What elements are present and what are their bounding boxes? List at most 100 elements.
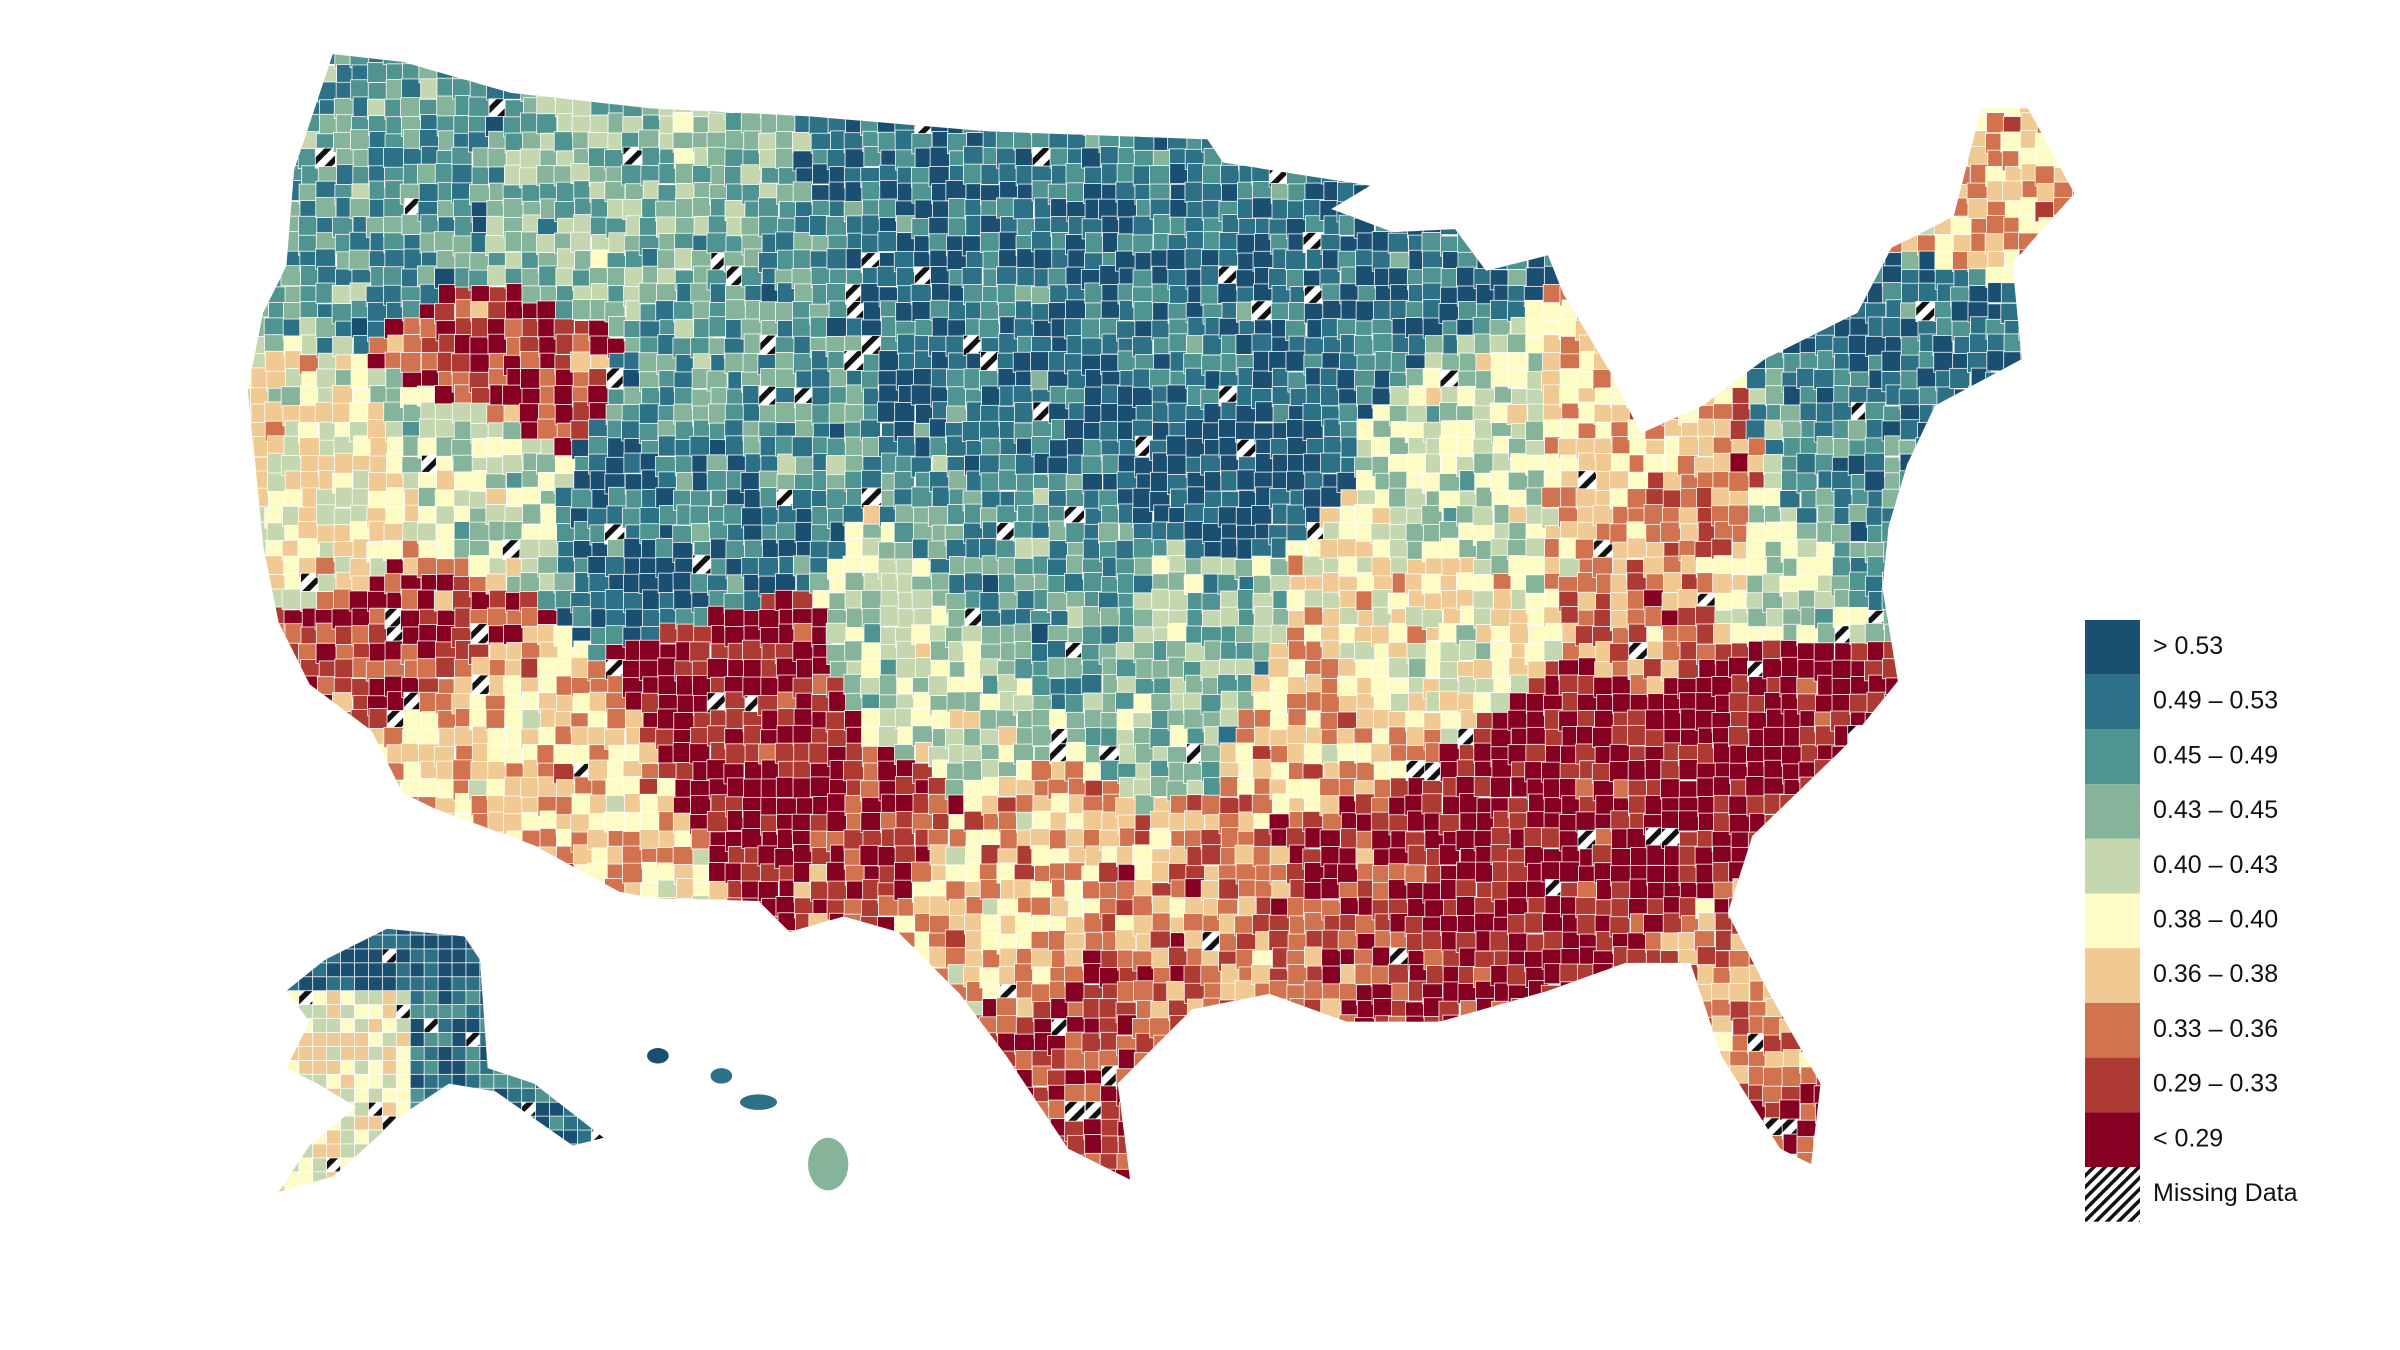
county [486, 983, 508, 1005]
county [1253, 1068, 1275, 1090]
county [861, 335, 882, 357]
county [690, 1186, 710, 1206]
county [1336, 95, 1358, 117]
county [521, 915, 543, 937]
county [336, 848, 358, 870]
county [1286, 1084, 1308, 1106]
county [1322, 133, 1344, 154]
county [638, 1137, 660, 1159]
county [674, 933, 696, 955]
county [1438, 1171, 1460, 1180]
county [964, 572, 986, 594]
county [469, 521, 491, 543]
county [250, 847, 272, 869]
county [1321, 1152, 1343, 1174]
county [863, 1152, 885, 1174]
county [571, 488, 593, 510]
county [1421, 64, 1443, 86]
county [570, 1018, 592, 1040]
county [894, 1203, 914, 1223]
county [742, 676, 764, 698]
county [1443, 1189, 1463, 1209]
county [672, 846, 694, 867]
county [318, 830, 340, 852]
county [1306, 1117, 1328, 1139]
county [1236, 54, 1258, 66]
county [1324, 1205, 1344, 1225]
county [947, 1085, 969, 1106]
county [247, 964, 269, 986]
county [419, 845, 441, 866]
county [433, 231, 455, 253]
county [1288, 1118, 1310, 1140]
county [1116, 1205, 1136, 1225]
county [846, 948, 868, 970]
county [776, 1035, 798, 1057]
county [844, 97, 866, 119]
county [861, 708, 883, 729]
county [368, 1153, 390, 1175]
county [1100, 607, 1122, 629]
county [539, 1049, 560, 1071]
county [553, 131, 575, 153]
county [791, 436, 813, 458]
county [348, 249, 370, 271]
county [368, 862, 390, 884]
county [914, 54, 936, 67]
county [247, 540, 268, 562]
county [655, 1170, 677, 1180]
county [1441, 1206, 1461, 1226]
county [876, 112, 898, 134]
county [1000, 1206, 1020, 1226]
county [1289, 1052, 1310, 1074]
county [1031, 675, 1053, 697]
county [502, 198, 524, 219]
county [1423, 54, 1445, 68]
county [1322, 65, 1344, 87]
county [861, 967, 883, 989]
county [724, 352, 746, 374]
county [893, 879, 915, 901]
county [741, 965, 763, 987]
county [247, 439, 252, 461]
county [1068, 80, 1090, 102]
county [638, 1170, 660, 1180]
county [368, 1187, 388, 1207]
county [400, 827, 422, 849]
county [1014, 453, 1036, 475]
county [1152, 54, 1174, 68]
county [843, 997, 865, 1019]
county [774, 742, 796, 764]
county [469, 63, 491, 85]
county [1171, 1186, 1191, 1206]
county [1030, 113, 1052, 135]
county [744, 1189, 764, 1209]
county [434, 847, 456, 869]
county [1388, 1138, 1410, 1160]
county [417, 898, 439, 920]
county [1303, 147, 1325, 168]
county [281, 796, 303, 818]
county [299, 1084, 321, 1106]
county [573, 54, 595, 67]
county [996, 1133, 1017, 1155]
county [523, 1206, 543, 1226]
county [775, 368, 797, 390]
county [1201, 794, 1223, 816]
county [674, 1049, 696, 1071]
county [710, 1100, 732, 1122]
county [1017, 1189, 1037, 1209]
county [998, 775, 1020, 797]
county [536, 113, 558, 135]
county [1169, 1015, 1191, 1037]
county [1150, 1086, 1172, 1108]
county [707, 1168, 729, 1180]
county [1237, 1152, 1259, 1173]
county [1132, 1101, 1154, 1123]
county [757, 963, 779, 985]
county [879, 1033, 901, 1055]
county [1135, 115, 1157, 137]
county [350, 129, 371, 151]
county [332, 336, 354, 358]
county [401, 1152, 423, 1173]
